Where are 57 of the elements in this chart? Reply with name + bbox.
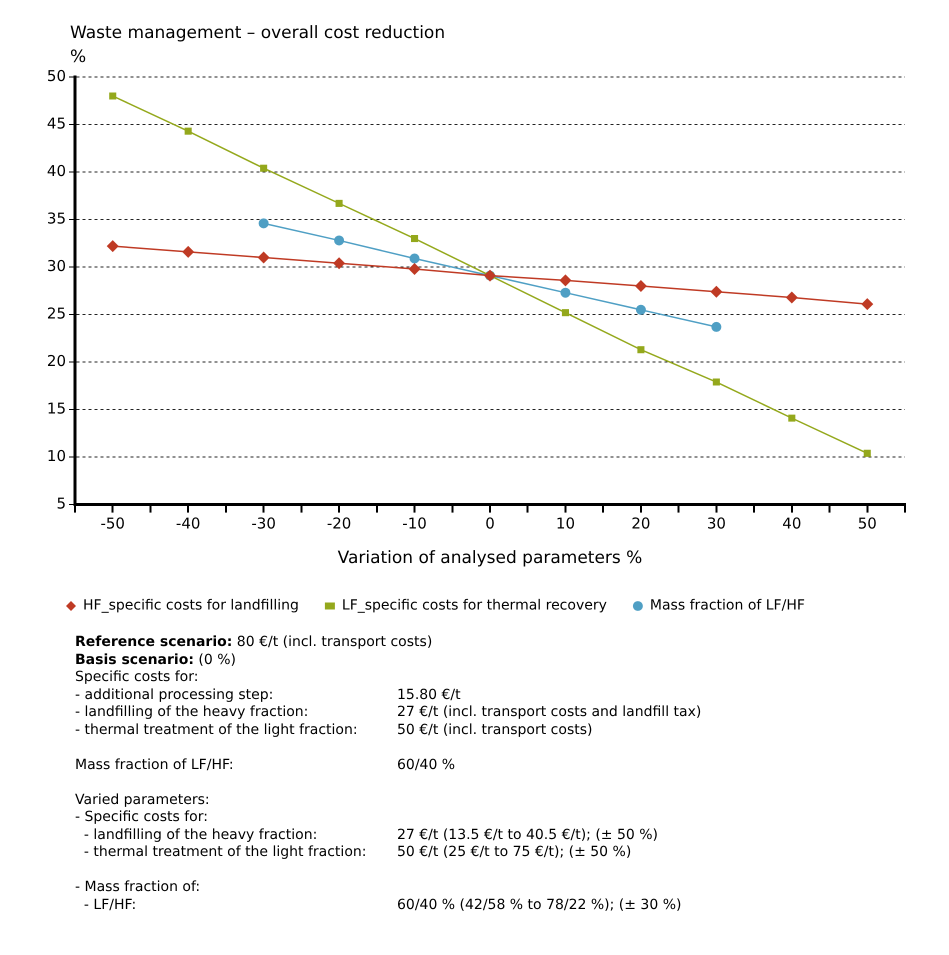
y-tick-label: 25 [46,304,66,322]
point [786,291,798,304]
point [184,128,192,135]
x-axis-title: Variation of analysed parameters % [338,548,642,568]
legend-label: HF_specific costs for landfilling [83,598,299,614]
x-tick-label: -10 [402,514,427,532]
point [408,262,421,275]
point [710,286,722,298]
text: Mass fraction of LF/HF: 60/40 % [75,756,456,772]
point [712,378,720,386]
x-tick-label: -20 [326,514,352,532]
y-tick-label: 10 [46,446,66,465]
text: Reference scenario: 80 €/t (incl. transport costs) Basis scenario: (0 %) Specific costs for: - additional processing step: 15.80 €/t - landfilling of the heavy fraction: 27 €/t (incl. transport costs and landfill tax) - thermal treatment of the light fraction: 50 €/t (incl. transport costs) [75,634,702,738]
x-tick-label: -30 [251,514,276,532]
point [861,298,874,310]
y-tick-label: 5 [56,494,66,512]
y-tick-label: 50 [46,66,66,85]
x-tick-label: -50 [100,514,125,532]
legend-label: Mass fraction of LF/HF [650,598,805,614]
point [336,200,343,207]
x-tick-label: 20 [631,514,650,532]
legend-label: LF_specific costs for thermal recovery [342,598,607,614]
y-axis-title: % [70,47,86,67]
point [788,414,796,422]
y-tick-label: 45 [46,114,66,132]
x-tick-label: -40 [176,514,200,532]
point [109,92,116,100]
point [260,164,268,172]
point [559,274,572,286]
x-tick-label: 30 [706,514,726,532]
y-tick-label: 40 [46,162,66,180]
point [334,235,344,246]
x-tick-label: 50 [858,514,877,532]
point [258,252,270,264]
text: - Mass fraction of: - LF/HF: 60/40 % (42/58 % to 78/22 %); (± 30 %) [75,879,682,912]
text: Varied parameters: - Specific costs for: - landfilling of the heavy fraction: 27 €/t (13.5 €/t to 40.5 €/t); (± 50 %) - thermal treatment of the light fraction: 50 €/t (25 €/t to 75 €/t); (± 50 %) [75,792,658,860]
chart-title: Waste management – overall cost reduction [70,23,446,43]
x-tick-label: 40 [782,514,802,532]
point [711,322,722,332]
point [182,246,194,258]
point [411,235,418,242]
y-tick-label: 20 [46,352,66,370]
point [333,257,346,270]
point [634,280,647,292]
x-tick-label: 0 [485,514,495,532]
point [637,346,644,354]
point [560,288,570,298]
point [864,450,871,457]
point [636,304,646,315]
point [562,309,569,316]
point [258,218,269,228]
point [410,253,420,264]
y-tick-label: 30 [46,256,66,275]
y-tick-label: 15 [46,399,66,418]
x-tick-label: 10 [556,514,575,532]
y-tick-label: 35 [46,209,66,228]
point [106,240,119,252]
